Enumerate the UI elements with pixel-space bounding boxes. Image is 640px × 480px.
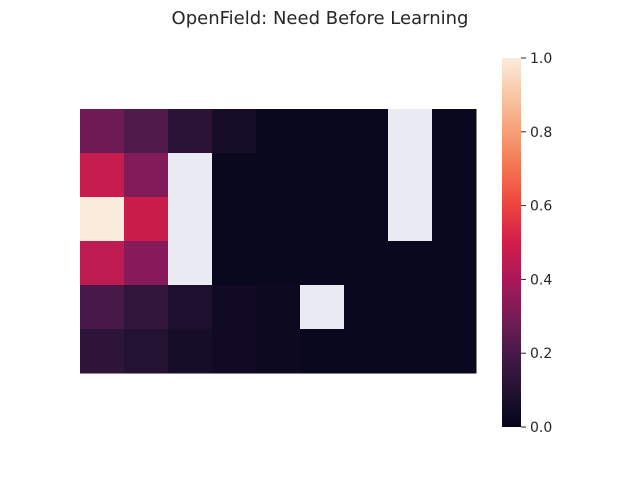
heatmap-cell [168,109,213,154]
heatmap-cell [256,329,301,374]
heatmap-cell [80,109,125,154]
heatmap-cell [256,285,301,330]
heatmap-cell [432,285,477,330]
heatmap-cell [344,329,389,374]
heatmap-cell [344,241,389,286]
heatmap-cell [344,197,389,242]
heatmap-cell [124,197,169,242]
colorbar-gradient [502,58,521,427]
heatmap-cell-masked [388,153,433,198]
heatmap-cell-masked [168,241,213,286]
heatmap-cell [124,329,169,374]
heatmap-cell [300,241,345,286]
heatmap-cell [300,197,345,242]
heatmap-cell [212,241,257,286]
heatmap-cell [388,241,433,286]
heatmap-cell [212,285,257,330]
heatmap-cell [344,153,389,198]
heatmap-cell [124,109,169,154]
heatmap-cell [432,153,477,198]
heatmap-cell [432,241,477,286]
heatmap-cell [256,109,301,154]
heatmap-cell [344,285,389,330]
heatmap-cell [388,285,433,330]
heatmap-cell [432,329,477,374]
heatmap-cell [256,241,301,286]
heatmap-cell [212,109,257,154]
heatmap-cell [432,197,477,242]
heatmap-cell [388,329,433,374]
heatmap-cell-masked [300,285,345,330]
heatmap-cell-masked [168,197,213,242]
colorbar-tick-label: 0.4 [530,272,552,288]
heatmap-cell [212,153,257,198]
heatmap-cell [300,109,345,154]
heatmap-cell [344,109,389,154]
heatmap-cell [80,329,125,374]
heatmap-cell [124,241,169,286]
heatmap-cell [168,329,213,374]
heatmap-cell [124,285,169,330]
heatmap-cells [80,109,477,374]
colorbar-tick-label: 0.2 [530,346,552,362]
heatmap-cell [80,197,125,242]
heatmap-cell [256,197,301,242]
colorbar: 0.0 0.2 0.4 0.6 0.8 1.0 [502,51,552,436]
heatmap-cell-masked [388,109,433,154]
heatmap-cell [80,285,125,330]
chart-title: OpenField: Need Before Learning [172,8,469,29]
heatmap-cell-masked [388,197,433,242]
colorbar-tick-label: 1.0 [530,51,552,67]
colorbar-tick-label: 0.6 [530,199,552,215]
heatmap-cell [432,109,477,154]
heatmap-cell [300,153,345,198]
heatmap-cell [124,153,169,198]
colorbar-tick-label: 0.0 [530,420,552,436]
heatmap-cell [256,153,301,198]
heatmap-cell [80,241,125,286]
heatmap-cell [168,285,213,330]
colorbar-ticks: 0.0 0.2 0.4 0.6 0.8 1.0 [521,51,552,436]
heatmap-cell [212,197,257,242]
heatmap-cell [80,153,125,198]
colorbar-tick-label: 0.8 [530,125,552,141]
heatmap-cell [212,329,257,374]
heatmap-cell-masked [168,153,213,198]
heatmap-cell [300,329,345,374]
